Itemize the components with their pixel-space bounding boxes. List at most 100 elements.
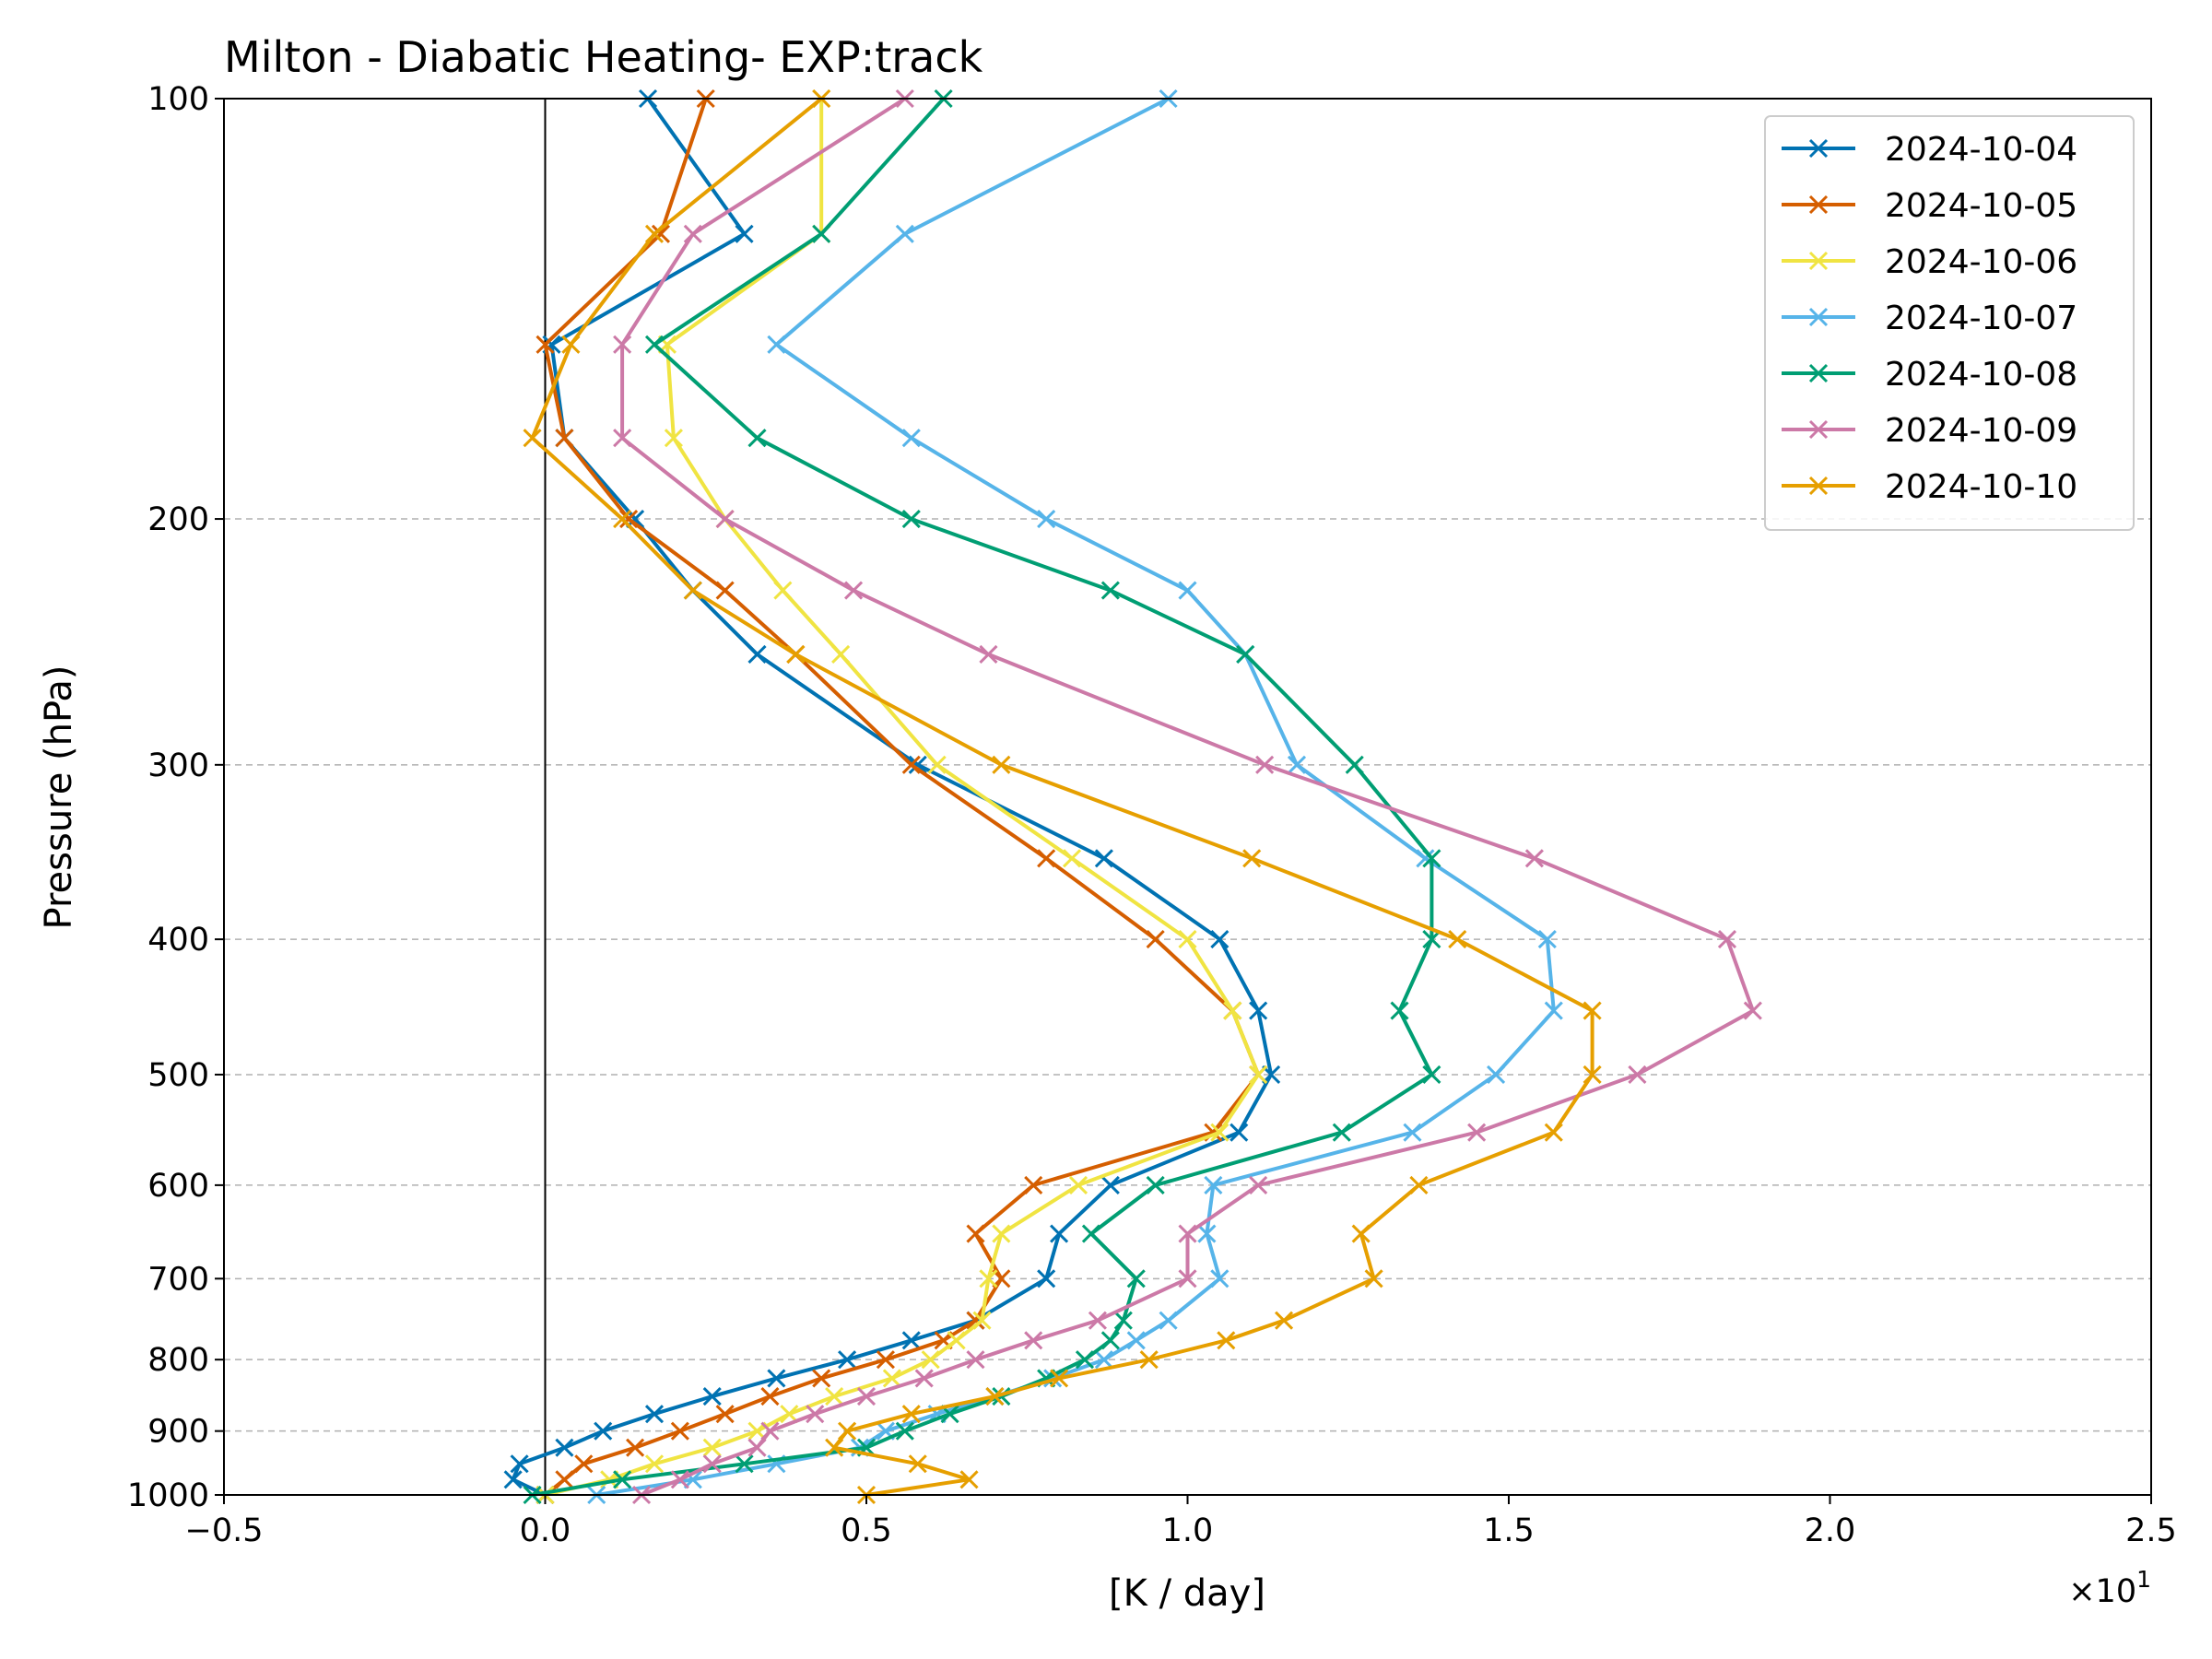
data-point-marker bbox=[901, 755, 921, 774]
data-point-marker bbox=[760, 1387, 780, 1406]
data-point-marker bbox=[574, 1454, 594, 1474]
y-tick-label: 900 bbox=[147, 1414, 209, 1451]
data-point-marker bbox=[831, 644, 851, 664]
data-point-marker bbox=[747, 1438, 767, 1457]
data-point-marker bbox=[895, 224, 914, 243]
data-point-marker bbox=[1159, 1311, 1178, 1330]
data-point-marker bbox=[979, 1269, 998, 1288]
data-point-marker bbox=[535, 335, 555, 354]
data-point-marker bbox=[812, 1369, 831, 1388]
data-point-marker bbox=[773, 581, 793, 600]
data-point-marker bbox=[747, 644, 767, 664]
data-point-marker bbox=[901, 1331, 921, 1350]
series-2024-10-10 bbox=[523, 88, 1602, 1505]
y-tick-label: 800 bbox=[147, 1342, 209, 1379]
data-point-marker bbox=[683, 581, 702, 600]
data-point-marker bbox=[1178, 930, 1197, 949]
data-point-marker bbox=[908, 1454, 927, 1474]
data-point-marker bbox=[882, 1369, 901, 1388]
data-point-marker bbox=[959, 1470, 979, 1489]
legend: 2024-10-04 2024-10-05 2024-10-06 2024-10-07… bbox=[1764, 115, 2135, 531]
data-point-marker bbox=[1062, 849, 1082, 868]
legend-label: 2024-10-07 bbox=[1885, 300, 2077, 337]
data-point-marker bbox=[1236, 644, 1255, 664]
y-axis-label: Pressure (hPa) bbox=[38, 665, 80, 930]
data-point-marker bbox=[825, 1438, 844, 1457]
data-point-marker bbox=[767, 1369, 786, 1388]
data-point-marker bbox=[1422, 849, 1441, 868]
data-point-marker bbox=[1422, 930, 1441, 949]
x-axis-offset-label: ×101 bbox=[2068, 1566, 2151, 1610]
x-tick-label: 0.0 bbox=[520, 1512, 571, 1549]
data-point-marker bbox=[1100, 1175, 1120, 1194]
data-point-marker bbox=[1139, 1350, 1159, 1370]
legend-entry: 2024-10-06 bbox=[1782, 243, 2077, 281]
data-point-marker bbox=[1037, 849, 1056, 868]
data-point-marker bbox=[715, 509, 735, 529]
data-point-marker bbox=[1274, 1311, 1294, 1330]
data-point-marker bbox=[992, 755, 1011, 774]
data-point-marker bbox=[702, 1454, 722, 1474]
data-point-marker bbox=[780, 1405, 799, 1424]
x-axis-ticks: −0.5 0.0 0.5 1.0 1.5 2.0 2.5 bbox=[185, 1495, 2177, 1549]
data-point-marker bbox=[702, 1387, 722, 1406]
data-point-marker bbox=[1486, 1065, 1506, 1085]
series-2024-10-09 bbox=[613, 88, 1762, 1505]
data-point-marker bbox=[914, 1369, 934, 1388]
data-point-marker bbox=[1210, 1269, 1230, 1288]
data-point-marker bbox=[1113, 1311, 1133, 1330]
data-point-marker bbox=[1223, 1001, 1242, 1020]
legend-label: 2024-10-06 bbox=[1885, 243, 2077, 281]
legend-entry: 2024-10-09 bbox=[1782, 412, 2077, 450]
data-point-marker bbox=[715, 581, 735, 600]
legend-label: 2024-10-09 bbox=[1885, 412, 2077, 450]
data-point-marker bbox=[979, 644, 998, 664]
data-point-marker bbox=[1197, 1224, 1217, 1243]
data-point-marker bbox=[1467, 1123, 1487, 1142]
data-point-marker bbox=[1037, 1269, 1056, 1288]
x-tick-label: 2.0 bbox=[1805, 1512, 1856, 1549]
data-point-marker bbox=[1230, 1123, 1249, 1142]
data-point-marker bbox=[856, 1387, 877, 1406]
data-point-marker bbox=[1524, 849, 1544, 868]
data-point-marker bbox=[1332, 1123, 1351, 1142]
data-point-marker bbox=[613, 509, 632, 529]
x-tick-label: 1.5 bbox=[1483, 1512, 1535, 1549]
legend-marker bbox=[1808, 194, 1829, 215]
data-point-marker bbox=[1242, 849, 1262, 868]
data-point-marker bbox=[1210, 930, 1230, 949]
data-point-marker bbox=[555, 429, 574, 448]
data-point-marker bbox=[786, 644, 806, 664]
x-tick-label: −0.5 bbox=[185, 1512, 264, 1549]
data-point-marker bbox=[644, 1454, 665, 1474]
data-point-marker bbox=[843, 581, 864, 600]
data-point-marker bbox=[1287, 755, 1307, 774]
chart-title: Milton - Diabatic Heating- EXP:track bbox=[224, 32, 983, 82]
legend-label: 2024-10-04 bbox=[1885, 131, 2077, 169]
data-point-marker bbox=[985, 1387, 1005, 1406]
data-point-marker bbox=[1351, 1224, 1371, 1243]
data-point-marker bbox=[1094, 849, 1113, 868]
data-point-marker bbox=[1210, 1123, 1230, 1142]
legend-label: 2024-10-08 bbox=[1885, 356, 2077, 394]
data-point-marker bbox=[1403, 1123, 1422, 1142]
data-point-marker bbox=[1409, 1175, 1429, 1194]
data-point-marker bbox=[966, 1350, 985, 1370]
data-point-marker bbox=[1050, 1224, 1069, 1243]
legend-entry: 2024-10-08 bbox=[1782, 356, 2077, 394]
data-point-marker bbox=[1088, 1311, 1107, 1330]
data-point-marker bbox=[594, 1421, 613, 1441]
data-point-marker bbox=[1146, 930, 1165, 949]
data-point-marker bbox=[1249, 1001, 1268, 1020]
data-point-marker bbox=[523, 429, 542, 448]
data-point-marker bbox=[503, 1470, 523, 1489]
y-tick-label: 700 bbox=[147, 1261, 209, 1298]
data-point-marker bbox=[613, 1470, 632, 1489]
data-point-marker bbox=[644, 335, 665, 354]
data-point-marker bbox=[715, 1405, 735, 1424]
data-point-marker bbox=[927, 755, 947, 774]
data-point-marker bbox=[1544, 1001, 1563, 1020]
data-point-marker bbox=[1126, 1331, 1146, 1350]
legend-entry: 2024-10-07 bbox=[1782, 300, 2077, 337]
data-point-marker bbox=[683, 224, 702, 243]
